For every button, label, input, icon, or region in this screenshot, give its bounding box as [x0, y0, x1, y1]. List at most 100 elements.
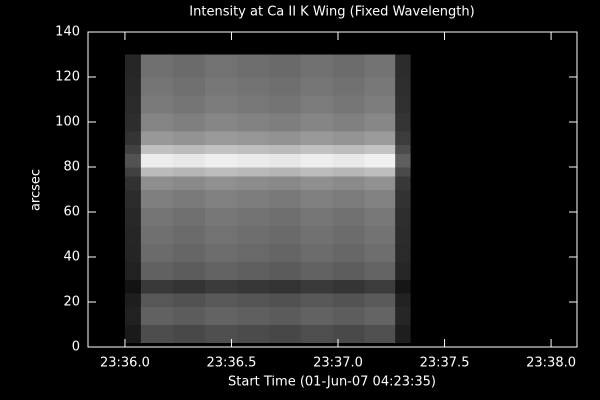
heatmap-cell [300, 306, 334, 325]
heatmap-cell [332, 324, 366, 343]
heatmap-cell [395, 113, 411, 132]
heatmap-cell [332, 225, 366, 244]
heatmap-cell [140, 293, 174, 307]
heatmap-cell [236, 113, 270, 132]
heatmap-cell [236, 131, 270, 145]
x-tick-label: 23:38.0 [526, 356, 576, 371]
heatmap-cell [268, 306, 302, 325]
heatmap-cell [332, 77, 366, 96]
heatmap-cell [204, 225, 238, 244]
heatmap-cell [236, 261, 270, 280]
heatmap-cell [172, 279, 206, 294]
heatmap-cell [332, 279, 366, 294]
heatmap-cell [364, 225, 396, 244]
heatmap-cell [140, 167, 174, 177]
plot-frame [87, 31, 578, 348]
heatmap-cell [268, 167, 302, 177]
y-tick-label: 20 [63, 295, 80, 310]
heatmap-cell [140, 189, 174, 208]
heatmap-cell [236, 324, 270, 343]
heatmap-cell [172, 113, 206, 132]
heatmap-cell [172, 324, 206, 343]
heatmap-cell [204, 176, 238, 190]
y-tick-label: 100 [55, 115, 80, 130]
heatmap-cell [300, 324, 334, 343]
heatmap-cell [172, 293, 206, 307]
heatmap-cell [332, 261, 366, 280]
y-tick-label: 0 [72, 340, 80, 355]
heatmap-cell [236, 176, 270, 190]
heatmap-cell [395, 279, 411, 294]
heatmap-cell [395, 243, 411, 262]
heatmap-cell [300, 176, 334, 190]
heatmap-cell [364, 279, 396, 294]
heatmap-cell [395, 167, 411, 177]
heatmap-cell [124, 243, 142, 262]
heatmap-cell [364, 95, 396, 114]
heatmap-cell [300, 293, 334, 307]
heatmap-cell [204, 77, 238, 96]
heatmap-cell [204, 167, 238, 177]
heatmap-cell [268, 279, 302, 294]
heatmap-cell [172, 54, 206, 78]
heatmap-cell [236, 95, 270, 114]
heatmap-cell [172, 261, 206, 280]
heatmap-cell [172, 243, 206, 262]
heatmap-cell [124, 189, 142, 208]
heatmap-cell [332, 189, 366, 208]
heatmap-cell [300, 113, 334, 132]
heatmap-cell [172, 95, 206, 114]
heatmap-cell [268, 153, 302, 168]
y-axis-label: arcsec [29, 169, 44, 211]
heatmap-cell [332, 131, 366, 145]
heatmap-cell [364, 189, 396, 208]
heatmap-cell [300, 95, 334, 114]
heatmap-cell [395, 144, 411, 154]
heatmap-cell [172, 189, 206, 208]
heatmap-cell [204, 95, 238, 114]
heatmap-cell [236, 54, 270, 78]
heatmap-cell [172, 306, 206, 325]
heatmap-cell [332, 144, 366, 154]
heatmap-cell [268, 243, 302, 262]
heatmap-cell [204, 324, 238, 343]
heatmap-cell [300, 207, 334, 226]
heatmap-cell [124, 207, 142, 226]
heatmap-cell [140, 261, 174, 280]
heatmap-cell [300, 279, 334, 294]
heatmap-cell [332, 207, 366, 226]
y-tick-label: 120 [55, 70, 80, 85]
heatmap-cell [204, 279, 238, 294]
heatmap-cell [204, 207, 238, 226]
heatmap-cell [204, 306, 238, 325]
heatmap-cell [124, 306, 142, 325]
heatmap-cell [364, 113, 396, 132]
heatmap-cell [332, 293, 366, 307]
heatmap-cell [140, 306, 174, 325]
heatmap-cell [395, 261, 411, 280]
heatmap-cell [204, 54, 238, 78]
heatmap-cell [364, 243, 396, 262]
heatmap-cell [124, 279, 142, 294]
heatmap-cell [236, 144, 270, 154]
heatmap-cell [268, 261, 302, 280]
heatmap-cell [364, 324, 396, 343]
heatmap-cell [236, 167, 270, 177]
heatmap-cell [364, 153, 396, 168]
heatmap-cell [395, 306, 411, 325]
heatmap-cell [364, 77, 396, 96]
heatmap-cell [172, 207, 206, 226]
heatmap-cell [300, 77, 334, 96]
heatmap-cell [300, 261, 334, 280]
heatmap-cell [395, 95, 411, 114]
heatmap-cell [172, 131, 206, 145]
heatmap-cell [395, 54, 411, 78]
heatmap-cell [124, 77, 142, 96]
heatmap-cell [395, 131, 411, 145]
heatmap-cell [268, 176, 302, 190]
heatmap-cell [124, 293, 142, 307]
y-tick-label: 40 [63, 250, 80, 265]
heatmap-cell [236, 77, 270, 96]
heatmap-cell [364, 293, 396, 307]
heatmap-cell [140, 77, 174, 96]
